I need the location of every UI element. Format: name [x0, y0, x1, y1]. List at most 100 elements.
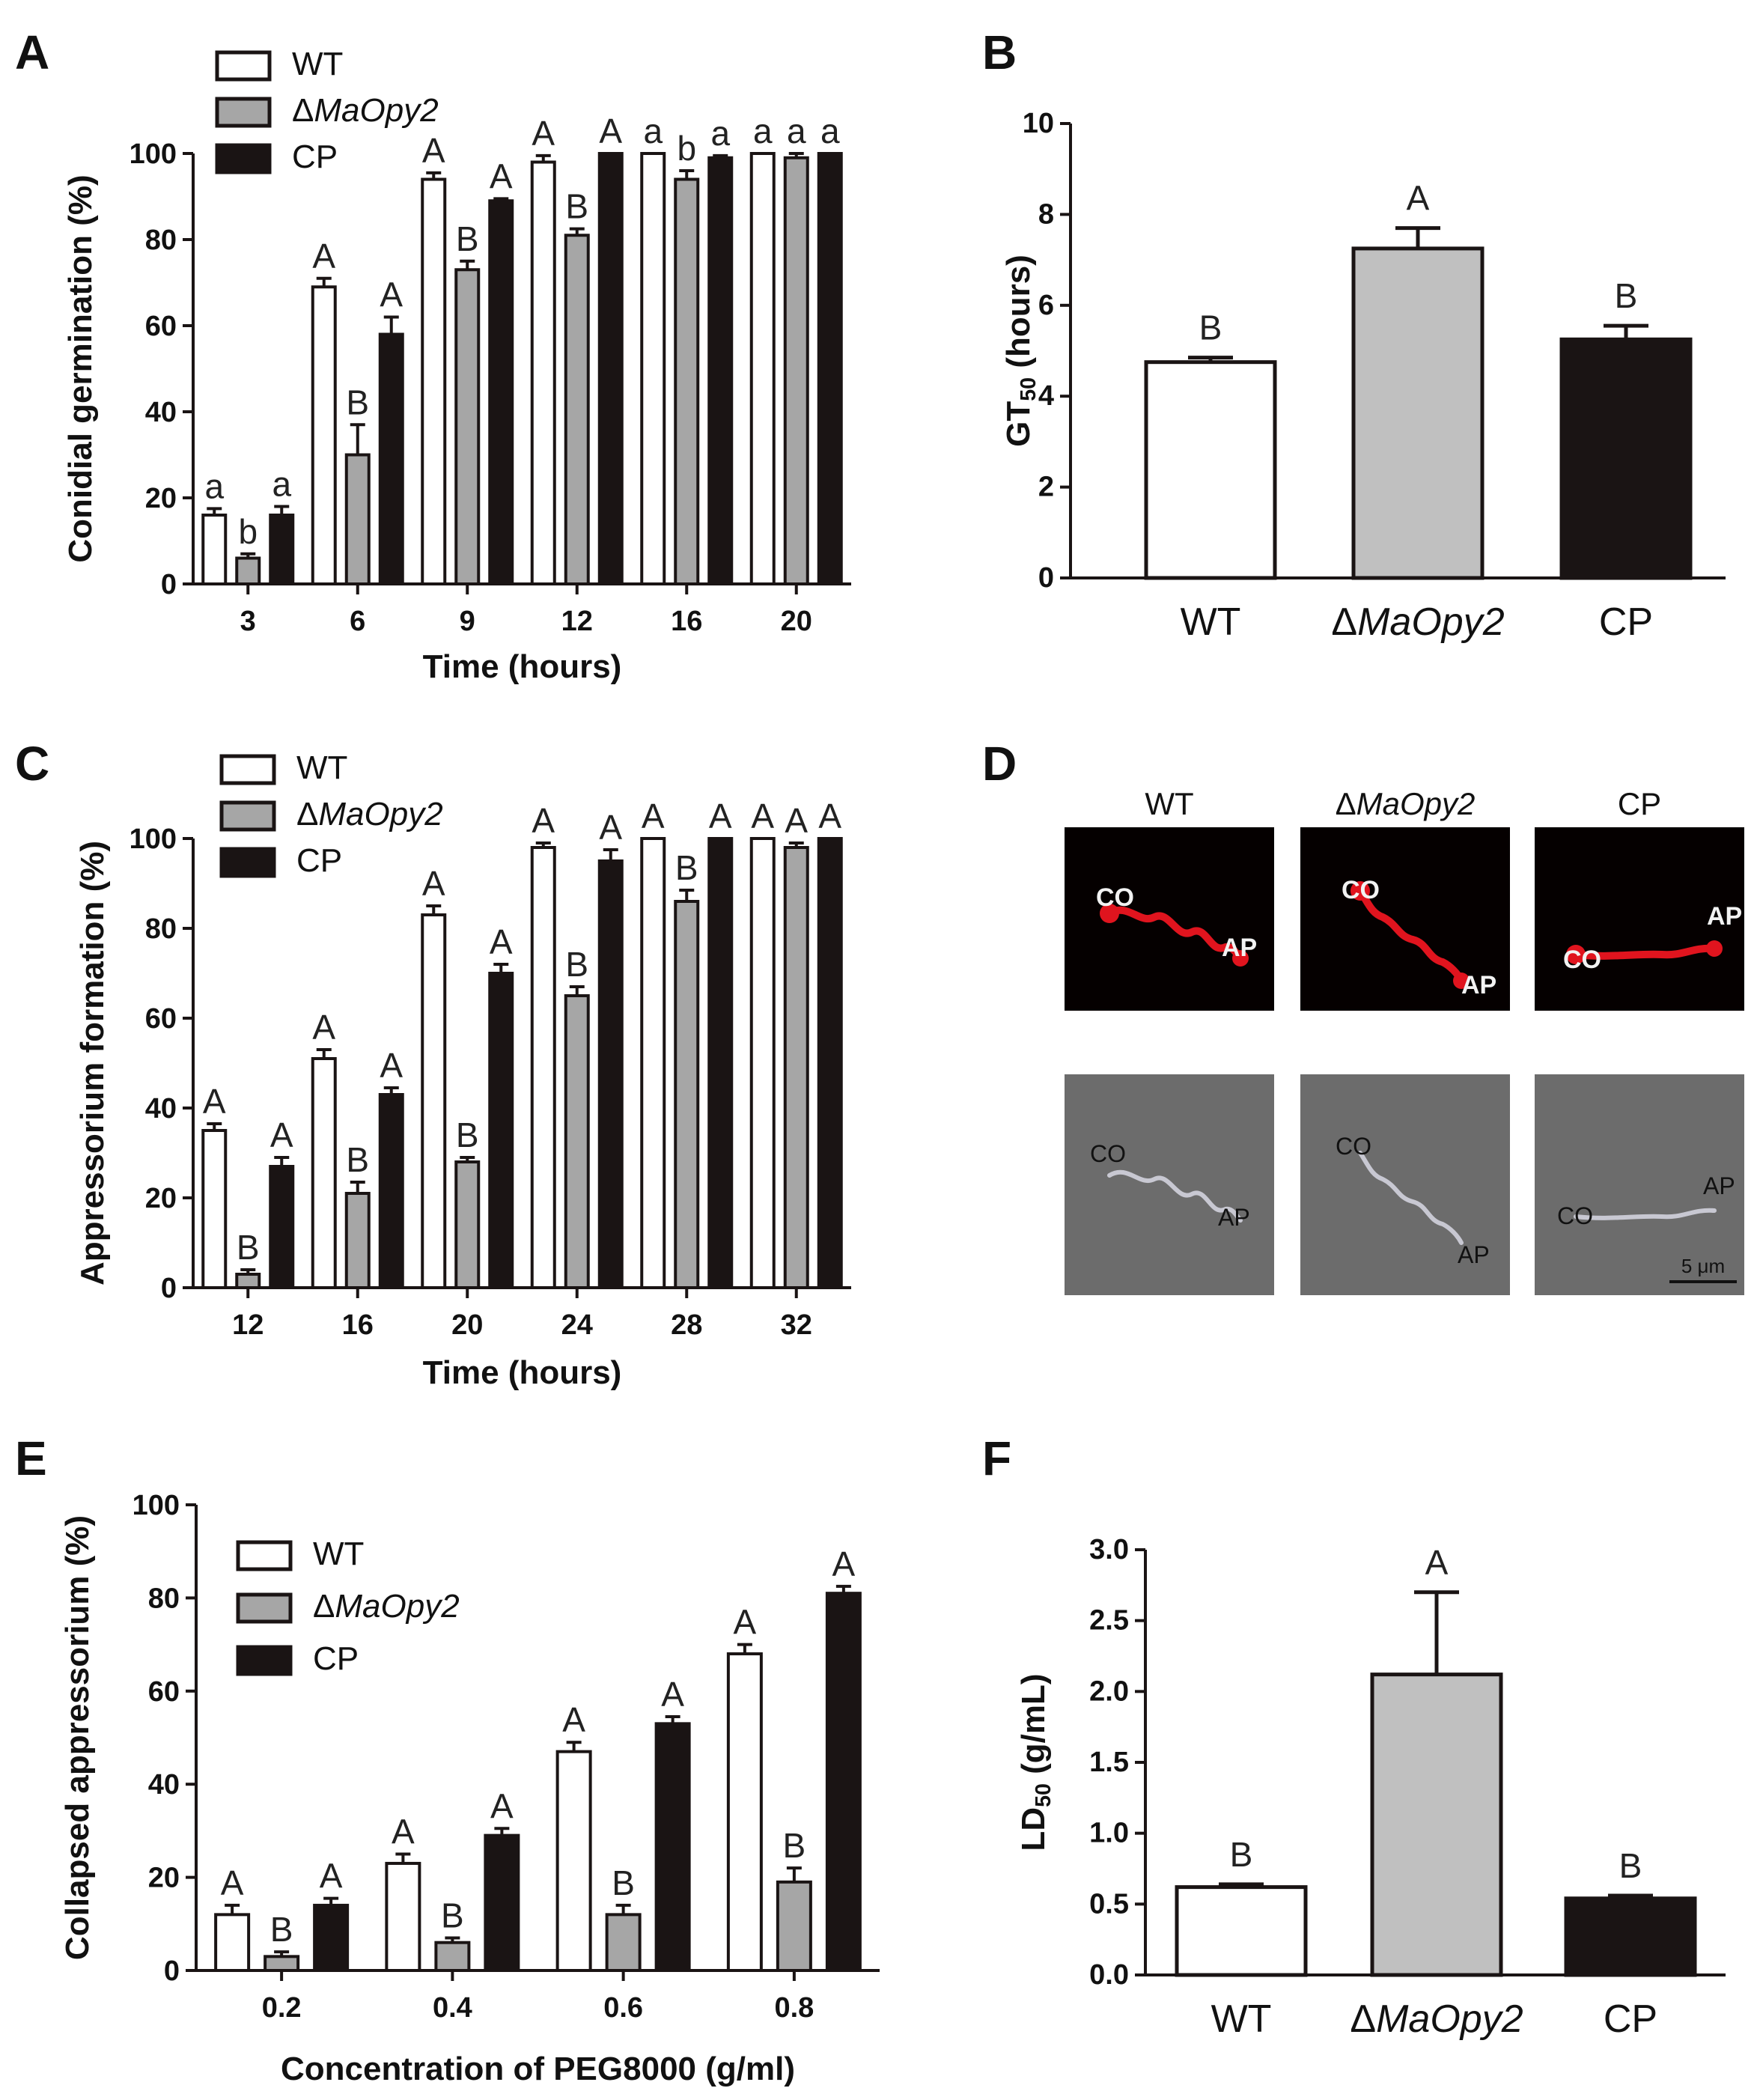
hypha-fluorescent	[1356, 887, 1465, 984]
micrograph-column-title: WT	[1145, 786, 1193, 821]
x-tick-label: 0.8	[774, 1992, 814, 2024]
significance-label: B	[1199, 308, 1222, 347]
y-tick-label: 80	[148, 1583, 180, 1614]
bar-2	[825, 1592, 862, 1972]
y-tick-label: 0	[161, 1273, 177, 1304]
bar-0	[421, 177, 447, 585]
bar-2	[1564, 1896, 1697, 1977]
legend-swatch-2	[215, 143, 272, 174]
y-tick-label: 40	[145, 1093, 177, 1124]
bar-0	[385, 1861, 421, 1972]
y-tick-label: 40	[148, 1769, 180, 1801]
significance-label: B	[270, 1910, 293, 1949]
legend-swatch-1	[236, 1592, 293, 1624]
significance-label: A	[562, 1700, 585, 1739]
significance-label: A	[422, 864, 445, 903]
y-tick-label: 40	[145, 397, 177, 428]
bar-1	[674, 177, 700, 585]
significance-label: A	[270, 1116, 293, 1154]
bar-1	[264, 1955, 300, 1973]
chart-e: E 0 20 40 60 80 100 Collapsed appressorium (%) C…	[15, 1431, 880, 2087]
significance-label: a	[787, 112, 806, 150]
bar-1	[1351, 246, 1485, 580]
conidium-fluorescent	[1351, 881, 1370, 901]
y-tick-label: 8	[1038, 198, 1054, 230]
bar-1	[783, 846, 809, 1289]
x-category-label: CP	[1604, 1997, 1657, 2041]
significance-label: b	[677, 129, 696, 168]
appressorium-fluorescent	[1453, 973, 1470, 989]
significance-label: a	[643, 112, 663, 150]
panel-letter: B	[982, 25, 1017, 79]
significance-label: A	[599, 112, 622, 150]
bar-2	[1559, 337, 1693, 580]
bar-0	[311, 1057, 337, 1289]
bar-1	[344, 1192, 371, 1289]
significance-label: A	[422, 131, 445, 170]
legend-label-1: ΔMaOpy2	[292, 92, 439, 129]
fluorescence-image	[1535, 827, 1744, 1011]
appressorium-fluorescent	[1232, 950, 1249, 967]
significance-label: A	[392, 1813, 415, 1851]
y-tick-label: 20	[145, 483, 177, 514]
x-tick-label: 3	[240, 606, 256, 637]
panel-letter: E	[15, 1431, 47, 1485]
bar-1	[674, 900, 700, 1289]
significance-label: A	[709, 797, 732, 836]
y-tick-label: 2.0	[1089, 1676, 1129, 1707]
significance-label: A	[818, 797, 841, 836]
significance-label: A	[203, 1082, 226, 1121]
legend-label-2: CP	[313, 1640, 359, 1677]
scale-bar-label: 5 μm	[1681, 1255, 1725, 1277]
bar-0	[555, 1750, 592, 1972]
bar-2	[597, 859, 624, 1289]
y-tick-label: 0.5	[1089, 1888, 1129, 1920]
legend-label-2: CP	[296, 842, 342, 879]
y-tick-label: 60	[148, 1676, 180, 1708]
label-appressorium: AP	[1458, 1241, 1490, 1268]
bar-1	[605, 1913, 642, 1973]
bar-2	[484, 1833, 520, 1973]
bar-0	[201, 514, 228, 585]
bar-1	[1370, 1673, 1503, 1977]
y-axis-title: GT50 (hours)	[1000, 255, 1041, 447]
significance-label: A	[832, 1544, 856, 1583]
significance-label: A	[1407, 179, 1430, 218]
legend-swatch-0	[219, 754, 276, 785]
chart-b: B 0 2 4 6 8 10 GT50 (hours) B WT A ΔMaOpy2 B CP	[982, 25, 1726, 644]
bar-1	[235, 556, 261, 585]
significance-label: A	[751, 797, 774, 836]
significance-label: B	[1230, 1835, 1253, 1874]
bar-1	[564, 994, 590, 1289]
x-tick-label: 9	[460, 606, 475, 637]
x-tick-label: 12	[232, 1309, 264, 1341]
significance-label: A	[380, 276, 403, 314]
significance-label: B	[565, 187, 588, 226]
y-tick-label: 100	[130, 824, 177, 855]
hypha-bright-field	[1107, 1169, 1243, 1223]
x-tick-label: 12	[561, 606, 593, 637]
chart-a: A 0 20 40 60 80 100 Conidial germination (%) Tim…	[15, 25, 851, 685]
legend-label-2: CP	[292, 139, 338, 175]
significance-label: B	[456, 1116, 479, 1154]
y-axis-title: Conidial germination (%)	[62, 174, 99, 562]
chart-f: F 0.0 0.5 1.0 1.5 2.0 2.5 3.0 LD50 (g/mL) B WT A ΔMa…	[982, 1431, 1726, 2041]
conidium-fluorescent	[1566, 945, 1586, 964]
bar-2	[269, 514, 295, 585]
legend-label-0: WT	[313, 1536, 364, 1572]
bar-0	[640, 837, 666, 1289]
significance-label: a	[820, 112, 840, 150]
x-category-label: CP	[1599, 600, 1653, 644]
legend-swatch-1	[219, 800, 276, 832]
y-axis-title: Collapsed appressorium (%)	[59, 1515, 96, 1960]
legend-label-0: WT	[292, 46, 343, 82]
bar-0	[749, 152, 776, 585]
panel-letter: F	[982, 1431, 1011, 1485]
hypha-bright-field	[1574, 1208, 1717, 1220]
label-conidium: CO	[1342, 876, 1380, 904]
bar-0	[530, 846, 556, 1289]
significance-label: a	[710, 114, 730, 153]
significance-label: B	[456, 219, 479, 258]
significance-label: B	[1619, 1846, 1642, 1885]
x-tick-label: 20	[451, 1309, 483, 1341]
